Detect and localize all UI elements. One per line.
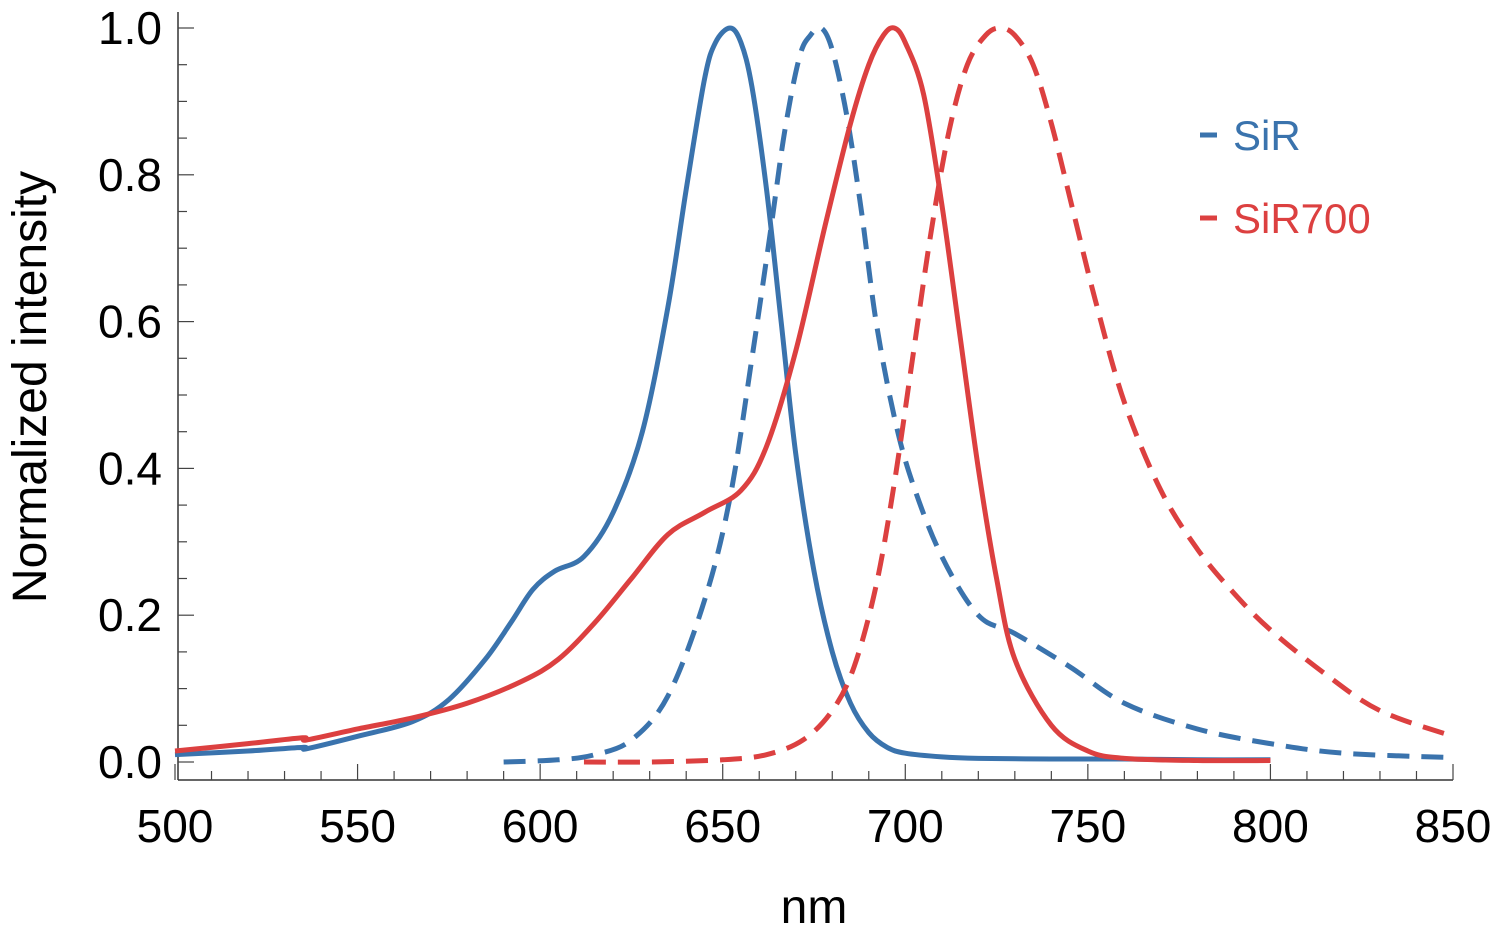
legend-label: SiR700: [1233, 195, 1371, 242]
legend: SiR SiR700: [1200, 112, 1371, 242]
sir-dashed-line: [503, 24, 1454, 765]
sir700-solid-line: [174, 25, 1271, 764]
x-axis-title: nm: [781, 881, 848, 934]
x-tick-label: 650: [684, 800, 761, 852]
y-tick-label: 0.8: [98, 149, 162, 201]
x-tick-label: 750: [1049, 800, 1126, 852]
x-tick-label: 500: [137, 800, 214, 852]
x-tick-label: 700: [867, 800, 944, 852]
y-tick-label: 0.0: [98, 736, 162, 788]
x-tick-label: 600: [502, 800, 579, 852]
sir-solid-line: [174, 25, 1271, 763]
tick-marks: [174, 27, 1454, 780]
y-tick-label: 0.4: [98, 442, 162, 494]
x-tick-label: 850: [1415, 800, 1492, 852]
sir700-dashed-line: [583, 25, 1454, 765]
tick-labels: 500 550 600 650 700 750 800 850 0.0 0.2 0.4 0.6 0.8 1…: [98, 2, 1491, 852]
legend-label: SiR: [1233, 112, 1301, 159]
y-tick-label: 0.6: [98, 296, 162, 348]
y-tick-label: 1.0: [98, 2, 162, 54]
x-tick-label: 550: [319, 800, 396, 852]
y-tick-label: 0.2: [98, 589, 162, 641]
x-tick-label: 800: [1232, 800, 1309, 852]
series-lines: [174, 24, 1454, 765]
y-axis-title: Normalized intensity: [4, 171, 57, 603]
